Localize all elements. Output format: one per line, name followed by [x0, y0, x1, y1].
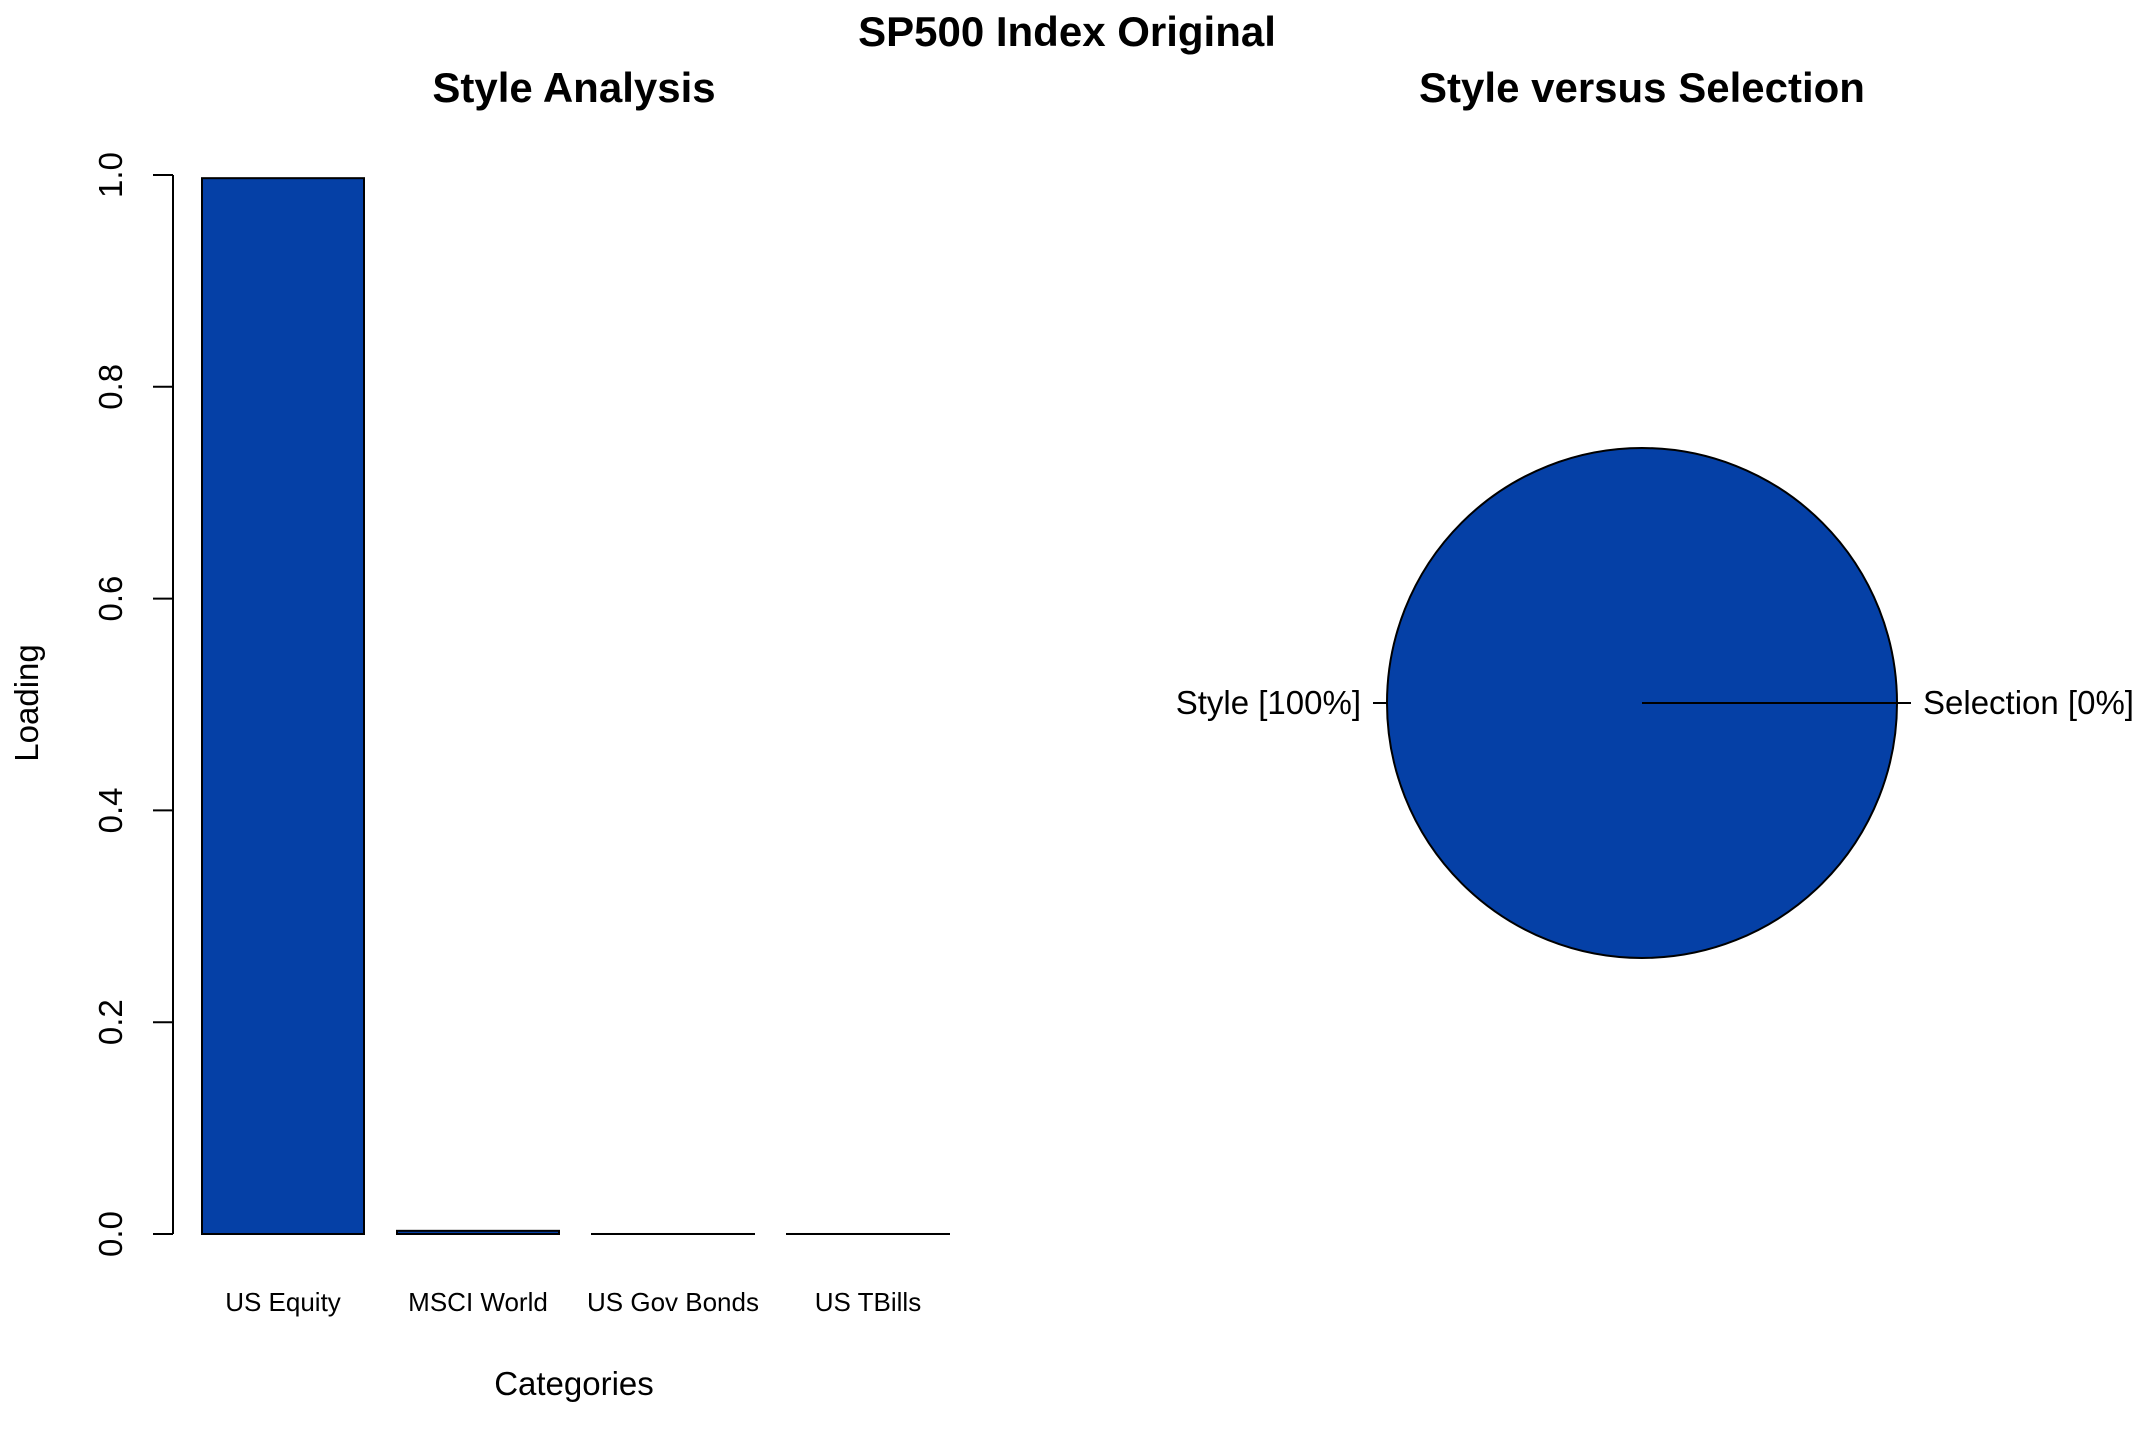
pie-chart-labels: Style [100%] Selection [0%]	[1176, 684, 2134, 721]
y-tick-label: 0.8	[92, 364, 129, 410]
y-tick-label: 1.0	[92, 152, 129, 198]
pie-chart-title: Style versus Selection	[1419, 64, 1865, 111]
y-tick-label: 0.2	[92, 999, 129, 1045]
y-tick-label: 0.4	[92, 787, 129, 833]
category-label: US TBills	[815, 1287, 921, 1317]
pie-chart-panel: Style versus Selection Style [100%] Selec…	[1176, 64, 2134, 959]
bar-chart-bars	[201, 177, 950, 1235]
category-label: US Gov Bonds	[587, 1287, 759, 1317]
pie-chart-slices	[1386, 447, 1898, 959]
y-tick-label: 0.0	[92, 1211, 129, 1257]
bar	[201, 177, 365, 1235]
bar-chart-xlabel: Categories	[494, 1365, 654, 1402]
bar-chart-y-axis: 0.0 0.2 0.4 0.6 0.8 1.0	[92, 152, 174, 1257]
pie-slice-label: Style [100%]	[1176, 684, 1361, 721]
pie-slice-label: Selection [0%]	[1923, 684, 2134, 721]
figure-title: SP500 Index Original	[858, 8, 1276, 55]
bar-chart-title: Style Analysis	[432, 64, 715, 111]
bar-chart-ylabel: Loading	[8, 644, 45, 761]
category-label: US Equity	[225, 1287, 341, 1317]
bar	[396, 1229, 560, 1235]
bar-chart-panel: Style Analysis Categories Loading 0.0 0.2…	[8, 64, 950, 1402]
category-label: MSCI World	[408, 1287, 548, 1317]
bar-chart-category-labels: US Equity MSCI World US Gov Bonds US TBills	[225, 1287, 921, 1317]
y-tick-label: 0.6	[92, 576, 129, 622]
